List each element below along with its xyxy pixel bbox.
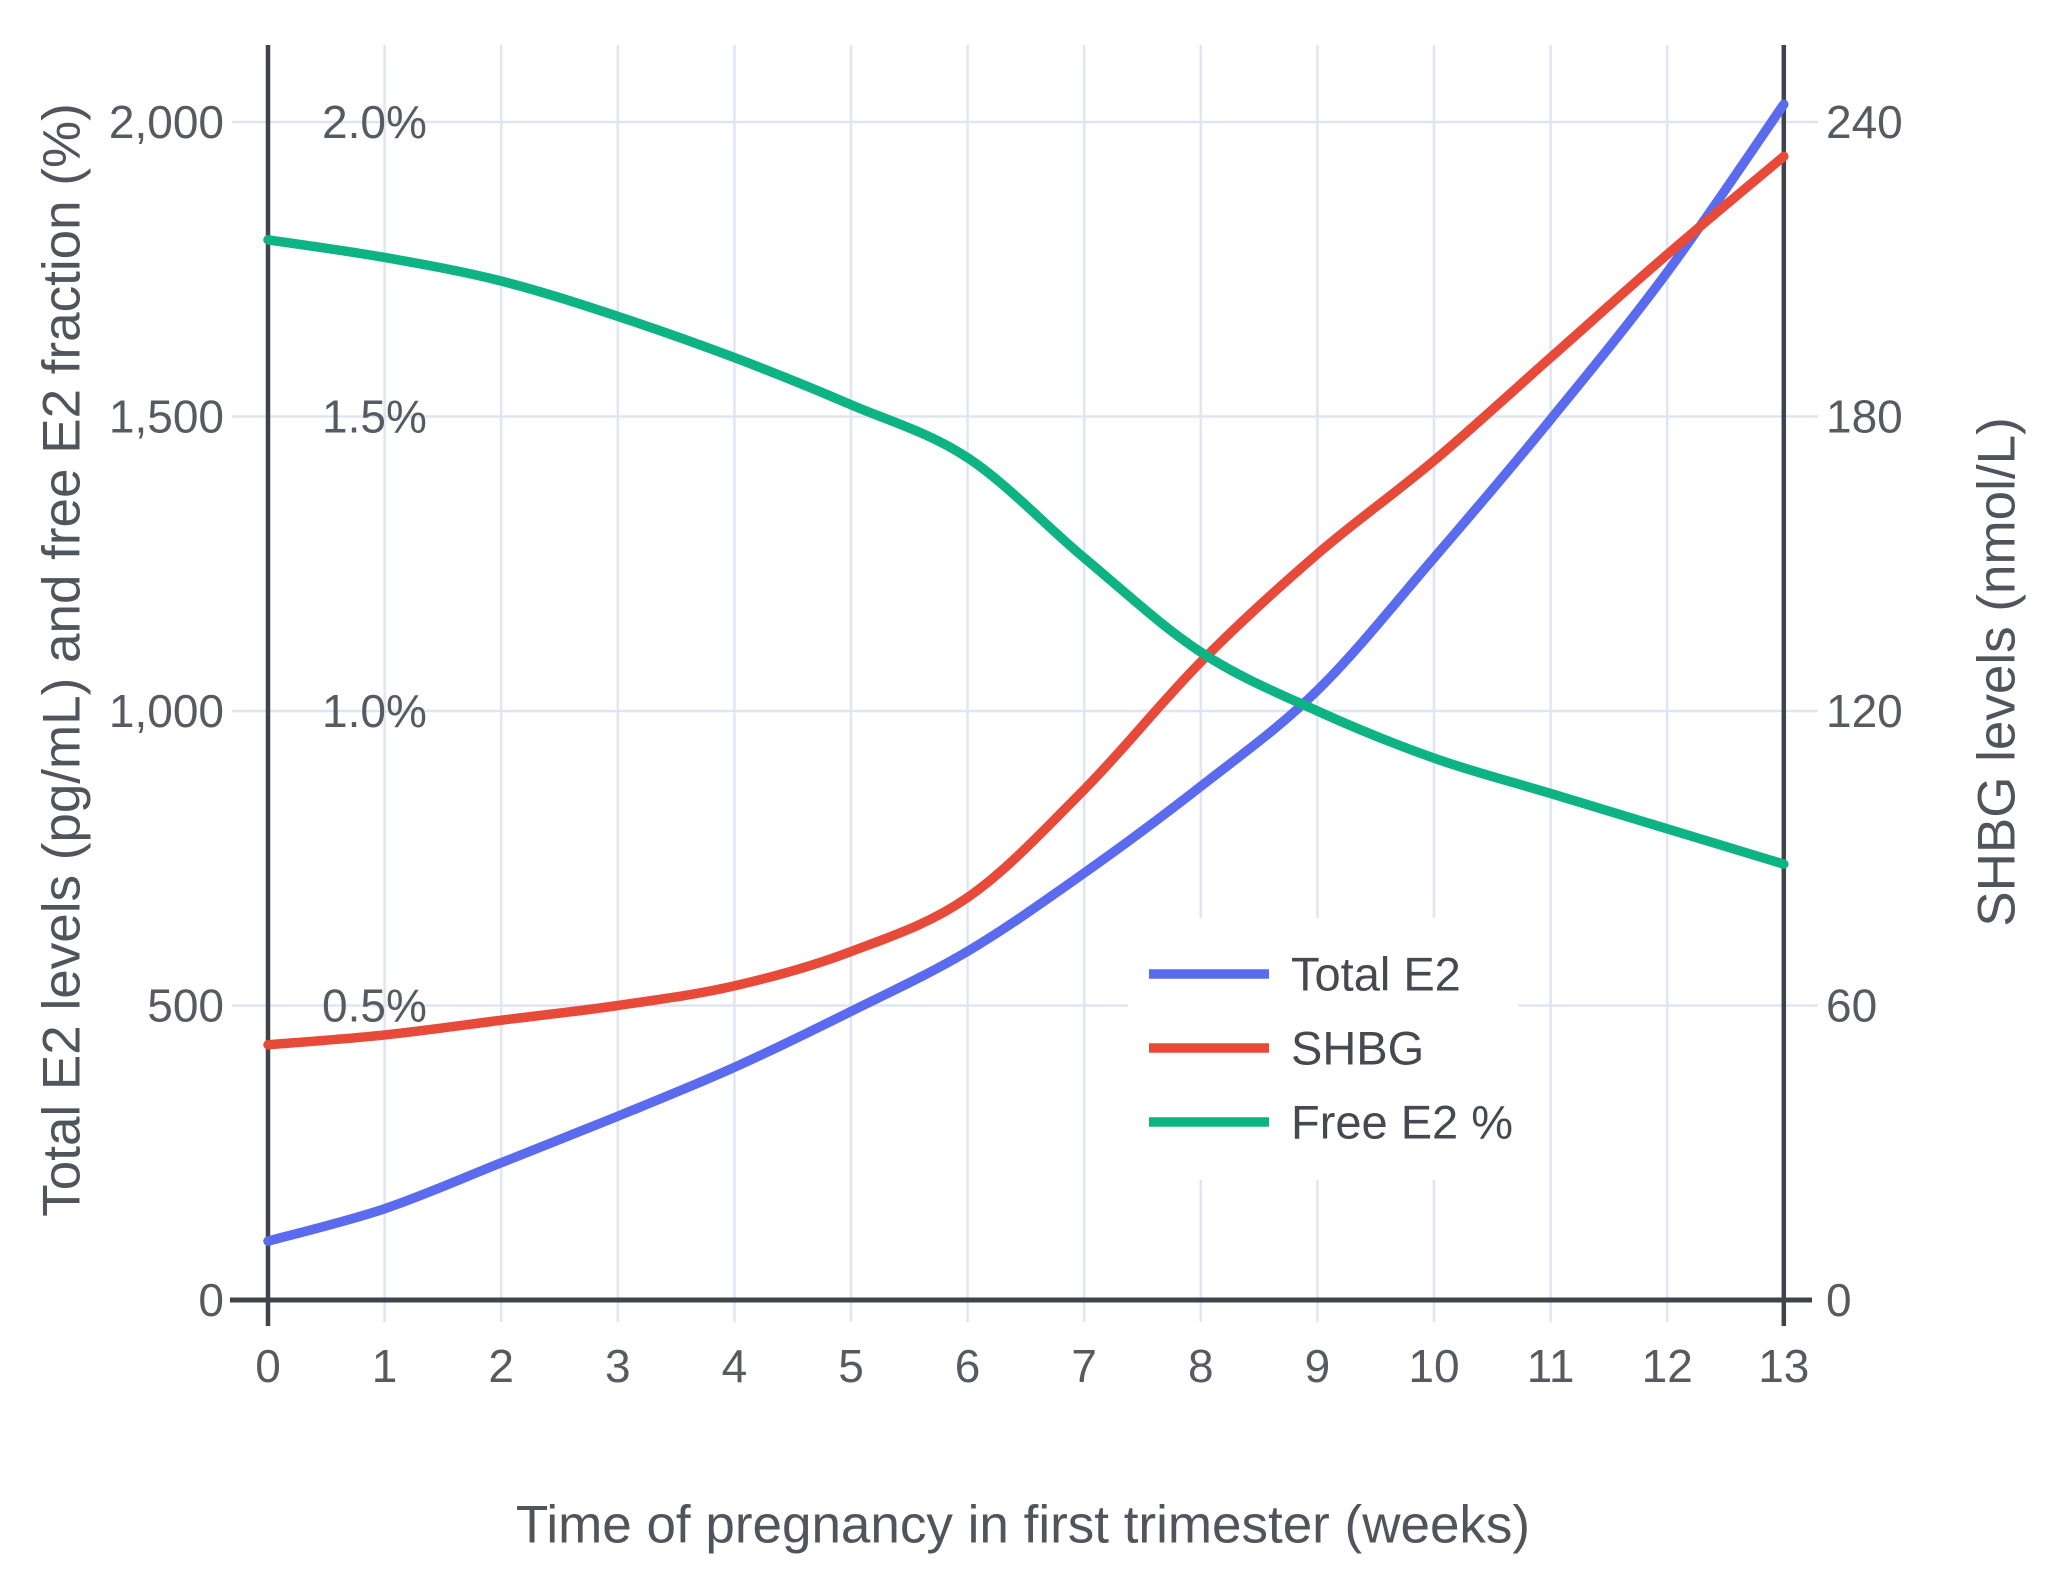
series-line-total-e2	[263, 99, 1789, 1246]
y-left-tick-2000: 2,000	[109, 96, 224, 148]
x-tick-week-4: 4	[722, 1340, 748, 1392]
legend-label-total-e2: Total E2	[1291, 948, 1461, 1001]
y-left-percent-tick-1000: 1.0%	[322, 685, 427, 737]
x-tick-week-6: 6	[955, 1340, 981, 1392]
legend-label-shbg: SHBG	[1291, 1022, 1424, 1075]
legend-label-free-e2-: Free E2 %	[1291, 1096, 1513, 1149]
x-tick-week-0: 0	[255, 1340, 281, 1392]
legend-item-shbg[interactable]: SHBG	[1149, 1022, 1424, 1075]
y-left-percent-tick-2000: 2.0%	[322, 96, 427, 148]
series-line-shbg	[263, 151, 1789, 1050]
y-left-tick-0: 0	[198, 1274, 224, 1326]
legend: Total E2 SHBG Free E2 %	[1149, 948, 1513, 1149]
x-tick-week-13: 13	[1758, 1340, 1809, 1392]
tick-labels: 05001,0001,5002,0000.5%1.0%1.5%2.0%06012…	[109, 96, 1903, 1392]
legend-item-free-e2-[interactable]: Free E2 %	[1149, 1096, 1513, 1149]
y-right-tick-120: 120	[1826, 685, 1903, 737]
x-tick-week-1: 1	[372, 1340, 398, 1392]
y-left-percent-tick-1500: 1.5%	[322, 391, 427, 443]
legend-item-total-e2[interactable]: Total E2	[1149, 948, 1461, 1001]
y-left-tick-1000: 1,000	[109, 685, 224, 737]
x-tick-week-5: 5	[838, 1340, 864, 1392]
gridlines	[232, 45, 1818, 1322]
y-left-percent-tick-500: 0.5%	[322, 980, 427, 1032]
series-curves	[263, 99, 1789, 1246]
y-axis-right-title: SHBG levels (nmol/L)	[1968, 417, 2027, 927]
axes	[230, 45, 1812, 1326]
x-tick-week-8: 8	[1188, 1340, 1214, 1392]
series-line-free-e2-	[263, 235, 1789, 869]
x-tick-week-2: 2	[488, 1340, 514, 1392]
y-right-tick-180: 180	[1826, 391, 1903, 443]
x-axis-title: Time of pregnancy in first trimester (we…	[516, 1496, 1530, 1555]
x-tick-week-3: 3	[605, 1340, 631, 1392]
y-left-tick-500: 500	[147, 980, 224, 1032]
x-tick-week-9: 9	[1305, 1340, 1331, 1392]
y-right-tick-0: 0	[1826, 1274, 1852, 1326]
y-right-tick-60: 60	[1826, 980, 1877, 1032]
x-tick-week-12: 12	[1642, 1340, 1693, 1392]
x-tick-week-7: 7	[1071, 1340, 1097, 1392]
x-tick-week-10: 10	[1408, 1340, 1459, 1392]
y-axis-left-title: Total E2 levels (pg/mL) and free E2 frac…	[33, 103, 92, 1217]
x-tick-week-11: 11	[1527, 1340, 1575, 1392]
y-left-tick-1500: 1,500	[109, 391, 224, 443]
y-right-tick-240: 240	[1826, 96, 1903, 148]
